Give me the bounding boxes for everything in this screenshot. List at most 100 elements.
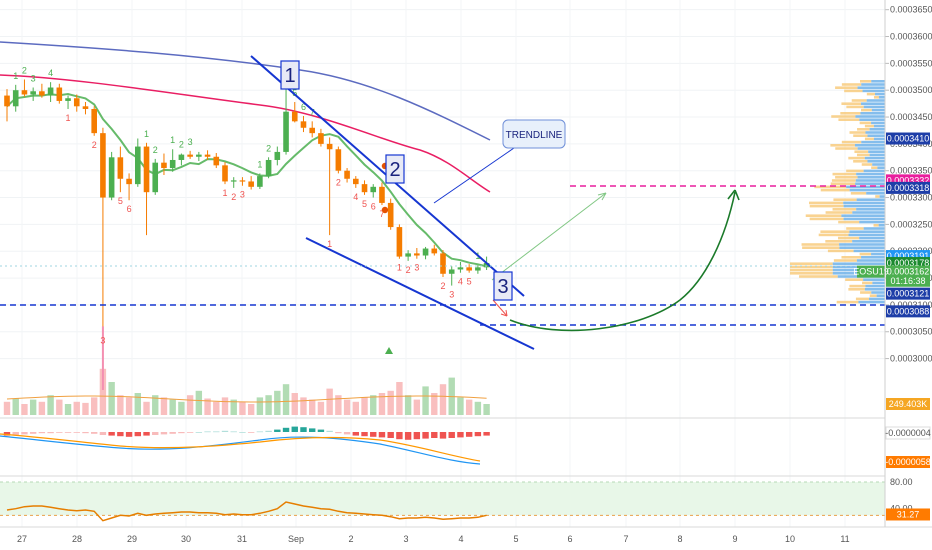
- profile-bar-down: [857, 176, 885, 179]
- price-axis-badge: [886, 287, 930, 300]
- macd-histogram-bar: [413, 432, 421, 440]
- time-axis[interactable]: 27 28 29 30 31 Sep 2 3 4 5 6 7 8 9 10 11: [17, 534, 850, 544]
- volume-bar: [204, 398, 211, 415]
- volume-bar: [274, 390, 281, 415]
- candle-body: [126, 178, 132, 185]
- macd-histogram-bar: [396, 432, 403, 440]
- candle-body: [178, 154, 185, 160]
- macd-histogram-bar: [291, 426, 298, 432]
- price-axis-badge: [886, 305, 930, 318]
- macd-histogram-bar: [186, 432, 194, 433]
- volume-bar: [134, 393, 141, 415]
- price-pane[interactable]: 1234123561212312312456712456712323451 12…: [0, 0, 885, 527]
- candle-body: [161, 162, 167, 169]
- price-axis-badge-text: 01:16:38: [890, 276, 925, 286]
- candle-body: [431, 248, 438, 254]
- profile-bar-up: [840, 112, 861, 115]
- profile-bar-up: [869, 294, 877, 297]
- profile-bar-down: [856, 259, 885, 262]
- sequence-number: 2: [231, 192, 236, 202]
- projection-arrow: [491, 192, 607, 281]
- volume-bar: [396, 382, 403, 415]
- profile-bar-up: [832, 208, 857, 211]
- profile-bar-down: [871, 108, 885, 112]
- volume-bar: [422, 386, 429, 415]
- profile-bar-down: [839, 243, 885, 246]
- volume-bar: [343, 399, 351, 415]
- sequence-number: 1: [144, 129, 149, 139]
- profile-bar-down: [857, 86, 885, 89]
- profile-bar-up: [873, 224, 879, 227]
- profile-bar-down: [853, 249, 885, 253]
- macd-histogram-bar: [3, 432, 11, 436]
- slow-moving-average: [0, 41, 491, 141]
- candle-body: [169, 159, 176, 169]
- profile-bar-down: [872, 163, 885, 166]
- arrow-head: [597, 192, 607, 201]
- wave-label: 2: [389, 159, 400, 181]
- macd-histogram-bar: [64, 432, 72, 433]
- candle-body: [91, 108, 97, 134]
- lower-trendline: [305, 237, 535, 350]
- sequence-number: 5: [467, 277, 472, 287]
- macd-histogram-bar: [439, 432, 447, 439]
- sequence-number: 4: [353, 192, 358, 202]
- profile-bar-up: [861, 108, 872, 112]
- sequence-number: 3: [449, 290, 454, 300]
- price-axis-badge: [886, 265, 930, 278]
- candle-body: [39, 91, 45, 96]
- profile-bar-up: [825, 240, 853, 243]
- candle-body: [335, 149, 342, 171]
- profile-bar-down: [871, 252, 885, 256]
- volume-bar: [361, 397, 368, 415]
- macd-histogram-bar: [352, 432, 359, 436]
- volume-average-line: [6, 395, 487, 403]
- candle-body: [4, 95, 10, 107]
- macd-signal-line: [0, 433, 481, 462]
- macd-pane[interactable]: -0.0000004 -0.0000058: [0, 426, 931, 468]
- time-tick-label: Sep: [288, 534, 304, 544]
- macd-histogram-bar: [56, 432, 63, 433]
- candle-body: [396, 227, 403, 257]
- macd-axis-badge: [885, 426, 931, 440]
- macd-histogram-bar: [404, 432, 412, 440]
- profile-bar-down: [843, 217, 885, 221]
- profile-bar-down: [861, 256, 885, 259]
- sequence-number: 1: [170, 135, 175, 145]
- candle-body: [422, 248, 429, 256]
- profile-bar-up: [846, 105, 864, 109]
- price-axis-badge-text: 0.0003191: [887, 251, 930, 261]
- volume-axis-badge: [886, 398, 930, 410]
- callout-pointer: [433, 147, 515, 204]
- profile-bar-down: [871, 80, 885, 83]
- profile-bar-down: [860, 112, 885, 115]
- profile-bar-up: [859, 252, 872, 256]
- volume-bar: [483, 404, 490, 415]
- price-tick-label: 0.0003250: [890, 219, 932, 229]
- profile-bar-up: [846, 169, 864, 173]
- profile-bar-up: [854, 150, 869, 153]
- profile-bar-up: [801, 243, 840, 246]
- profile-bar-down: [869, 128, 885, 131]
- volume-bar: [12, 398, 19, 415]
- price-tick-label: 0.0003600: [890, 32, 932, 42]
- macd-histogram-bar: [387, 432, 394, 438]
- volume-bar: [186, 395, 194, 415]
- sequence-number: 1: [257, 159, 262, 169]
- profile-bar-up: [841, 102, 862, 105]
- volume-bar: [431, 393, 438, 415]
- volume-bar: [152, 395, 159, 415]
- price-tick-label: 0.0003650: [890, 5, 932, 15]
- price-tick-label: 0.0003500: [890, 85, 932, 95]
- rsi-band: [0, 482, 885, 516]
- profile-bar-up: [831, 115, 856, 118]
- rsi-pane[interactable]: 80.0040.0031.27: [0, 477, 930, 522]
- sequence-number: 3: [240, 190, 245, 200]
- profile-bar-down: [854, 144, 885, 147]
- sequence-number: 2: [153, 145, 158, 155]
- volume-bar: [56, 399, 63, 415]
- time-tick-label: 8: [677, 534, 682, 544]
- candle-body: [135, 146, 141, 185]
